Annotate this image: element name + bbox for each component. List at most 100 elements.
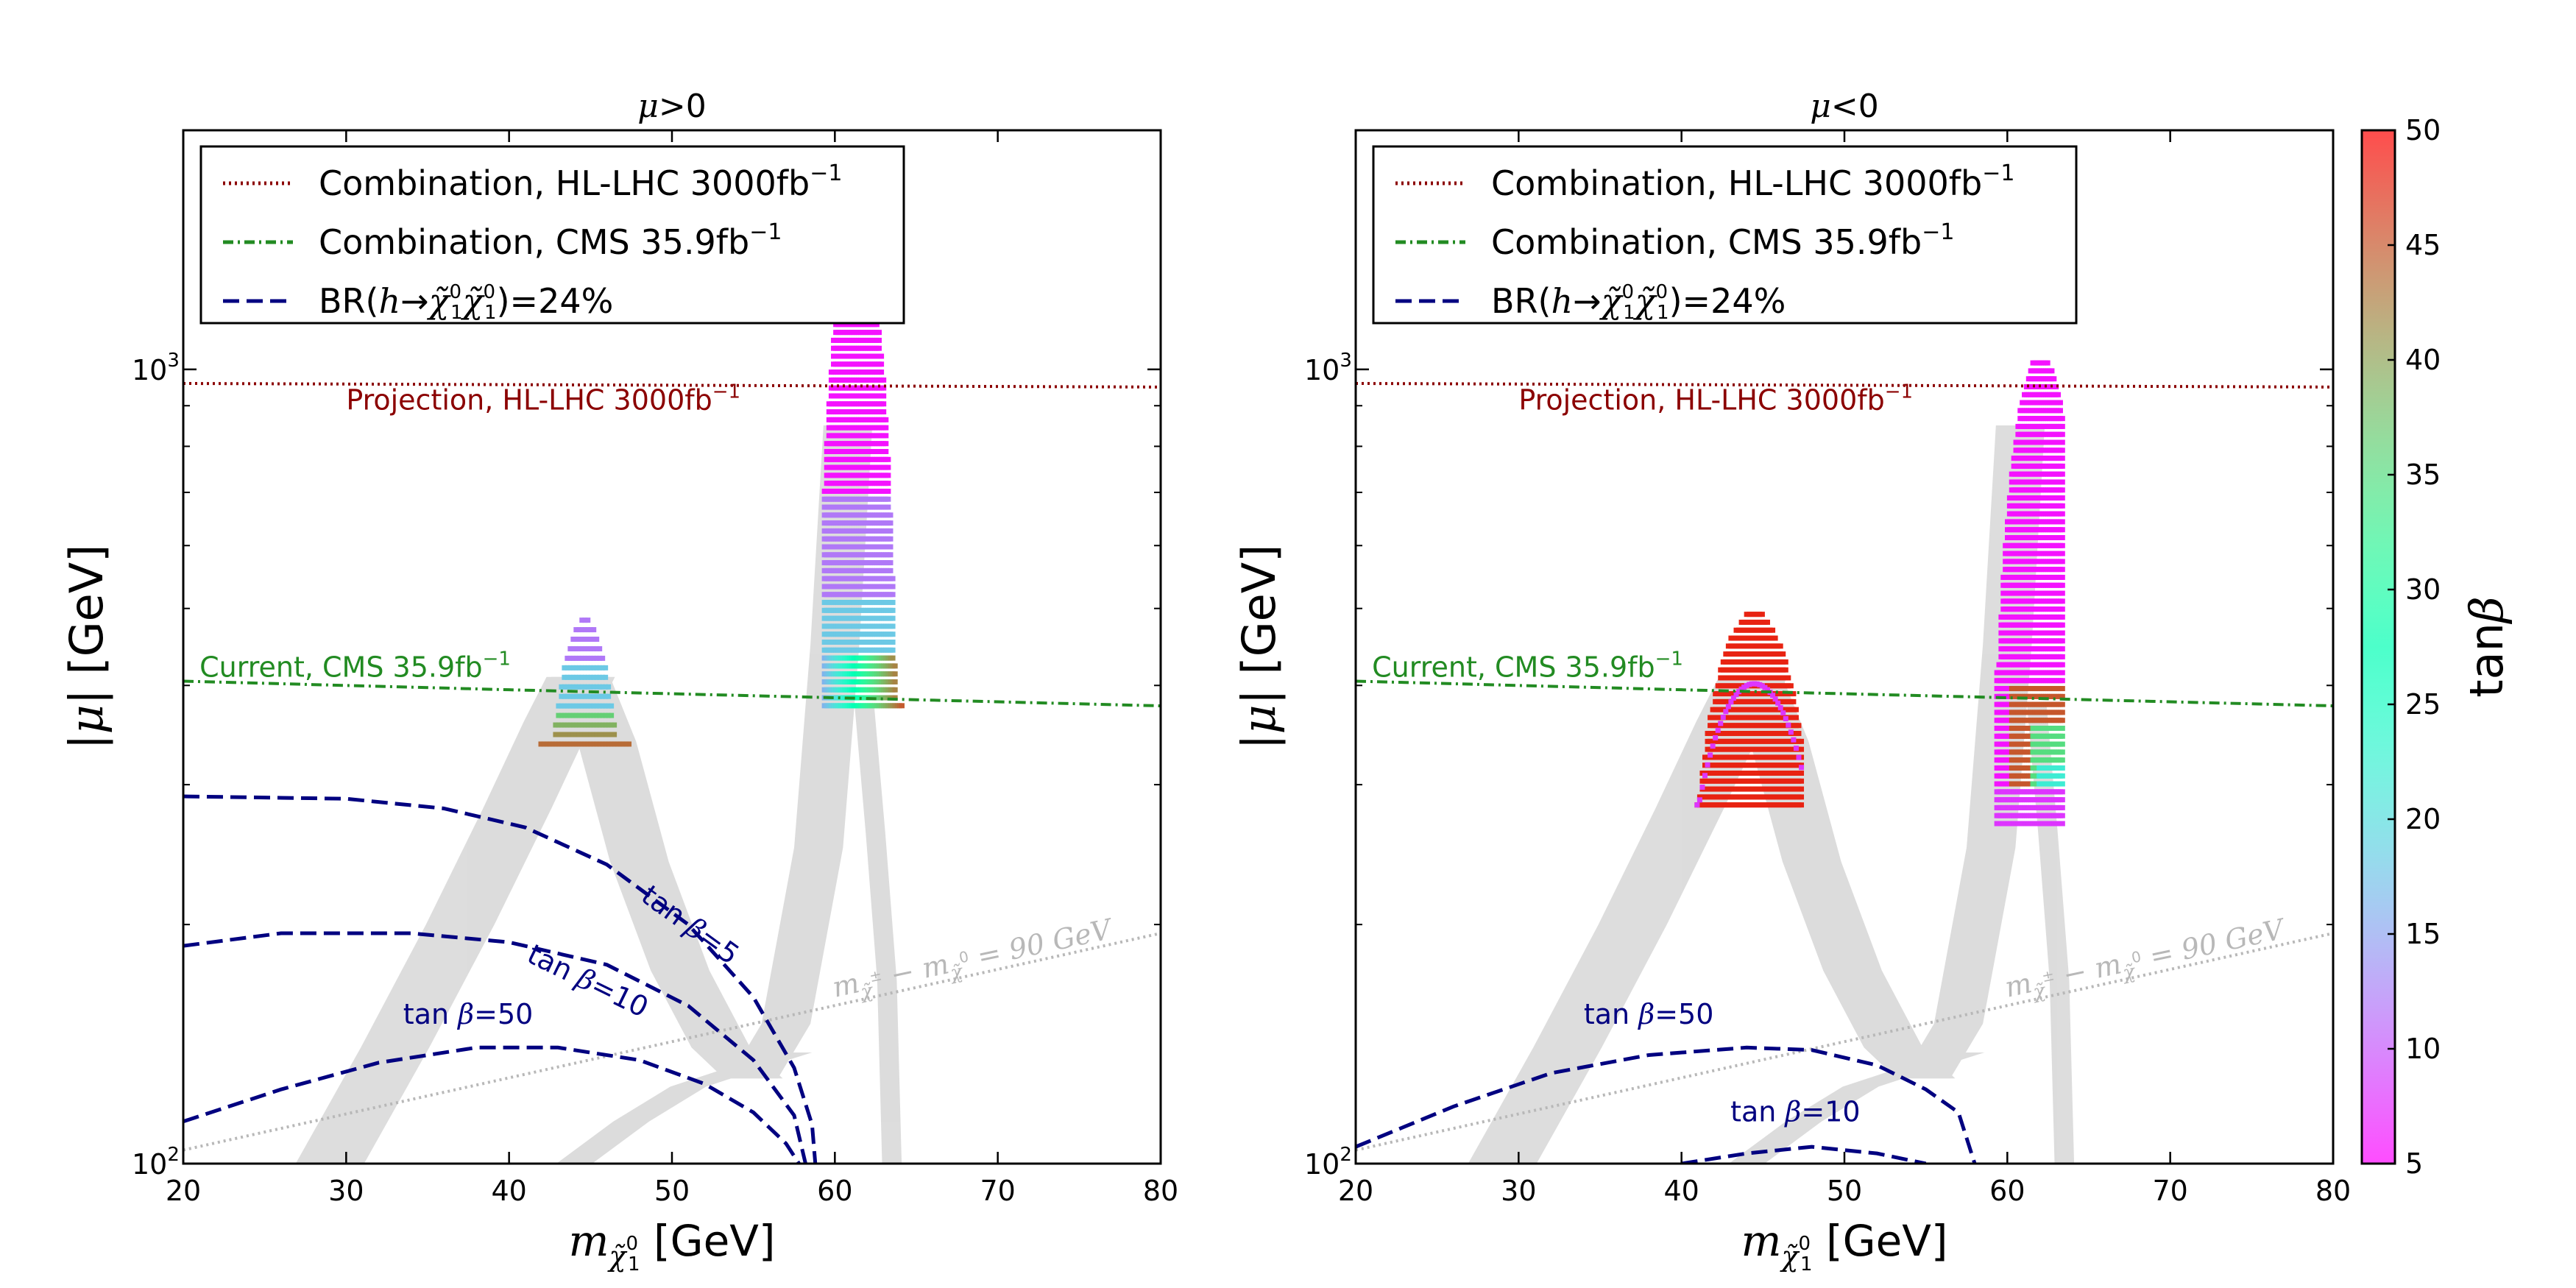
point xyxy=(1752,802,1758,808)
point xyxy=(1754,731,1760,737)
point xyxy=(890,631,896,637)
point xyxy=(591,655,597,661)
label-value: =10 xyxy=(1801,1096,1860,1128)
point xyxy=(1747,794,1752,800)
point xyxy=(576,665,582,670)
point xyxy=(1767,667,1773,673)
point xyxy=(1786,778,1791,784)
point xyxy=(600,722,606,728)
annotation-m1: m xyxy=(829,966,862,1004)
point xyxy=(1715,738,1721,744)
point xyxy=(2059,813,2065,818)
point xyxy=(1754,675,1760,681)
colorbar-tick-label: 30 xyxy=(2405,573,2441,606)
point xyxy=(1699,794,1705,800)
legend-sup: −1 xyxy=(1922,219,1954,245)
point xyxy=(876,337,882,343)
point xyxy=(1741,684,1747,690)
grey-band-right-rise xyxy=(1901,425,2045,1079)
point xyxy=(1777,786,1783,792)
point xyxy=(890,655,896,661)
point xyxy=(1757,707,1763,712)
point xyxy=(1762,667,1768,673)
point xyxy=(1754,770,1760,776)
point xyxy=(1708,715,1713,721)
point xyxy=(1725,802,1731,808)
point xyxy=(885,473,891,478)
point xyxy=(585,712,591,718)
point xyxy=(565,655,570,661)
point xyxy=(588,722,594,728)
point xyxy=(1741,643,1747,649)
point xyxy=(899,703,905,709)
legend-br-chi2-sub: 1 xyxy=(484,302,497,324)
colorbar-tick-label: 10 xyxy=(2405,1033,2441,1065)
point xyxy=(1738,754,1744,760)
point xyxy=(1730,786,1736,792)
point xyxy=(1718,721,1724,726)
point xyxy=(1741,691,1747,697)
point xyxy=(1710,746,1716,752)
point xyxy=(556,722,562,728)
point xyxy=(1764,762,1770,768)
point xyxy=(588,741,594,747)
point xyxy=(620,741,626,747)
point xyxy=(1767,731,1773,737)
point xyxy=(1754,659,1760,665)
point xyxy=(579,627,585,633)
legend-br-chi1-sub: 1 xyxy=(450,302,463,324)
x-tick-label: 80 xyxy=(1143,1175,1178,1207)
point xyxy=(606,684,612,690)
point xyxy=(1705,794,1710,800)
point xyxy=(1762,715,1768,721)
point xyxy=(1705,746,1710,752)
point xyxy=(1764,715,1770,721)
point xyxy=(2059,821,2065,827)
annotation-text: Current, CMS 35.9fb xyxy=(199,651,483,684)
point xyxy=(1791,746,1797,752)
point xyxy=(1730,691,1736,697)
point xyxy=(1772,683,1778,689)
point xyxy=(885,488,891,494)
point xyxy=(565,693,570,699)
point xyxy=(1741,627,1747,633)
point xyxy=(1736,635,1742,641)
point xyxy=(1718,715,1724,721)
point xyxy=(1747,682,1752,687)
point xyxy=(1728,651,1734,657)
point xyxy=(579,712,585,718)
point xyxy=(600,703,606,709)
point xyxy=(1752,770,1758,776)
legend-sup: −1 xyxy=(749,219,782,245)
point xyxy=(1725,770,1731,776)
point xyxy=(1749,723,1755,729)
point xyxy=(1702,778,1708,784)
point xyxy=(1715,698,1721,704)
point xyxy=(1783,723,1788,729)
point xyxy=(1770,651,1776,657)
point xyxy=(1762,778,1768,784)
point xyxy=(597,645,603,651)
legend-br-chi2-sup: 0 xyxy=(1656,281,1669,303)
point xyxy=(1749,698,1755,704)
point xyxy=(573,665,579,670)
point xyxy=(1780,710,1786,716)
point xyxy=(1752,635,1758,641)
point xyxy=(1786,770,1791,776)
point xyxy=(1718,802,1724,808)
point xyxy=(1738,651,1744,657)
point xyxy=(1772,778,1778,784)
point xyxy=(579,741,585,747)
point xyxy=(1747,627,1752,633)
point xyxy=(1775,643,1781,649)
point xyxy=(1723,698,1729,704)
point xyxy=(1725,651,1731,657)
point xyxy=(1713,746,1719,752)
point xyxy=(1783,794,1788,800)
point xyxy=(1775,675,1781,681)
point xyxy=(1730,778,1736,784)
point xyxy=(576,637,582,643)
point xyxy=(1749,612,1755,618)
point xyxy=(567,732,573,737)
point xyxy=(1720,714,1726,720)
